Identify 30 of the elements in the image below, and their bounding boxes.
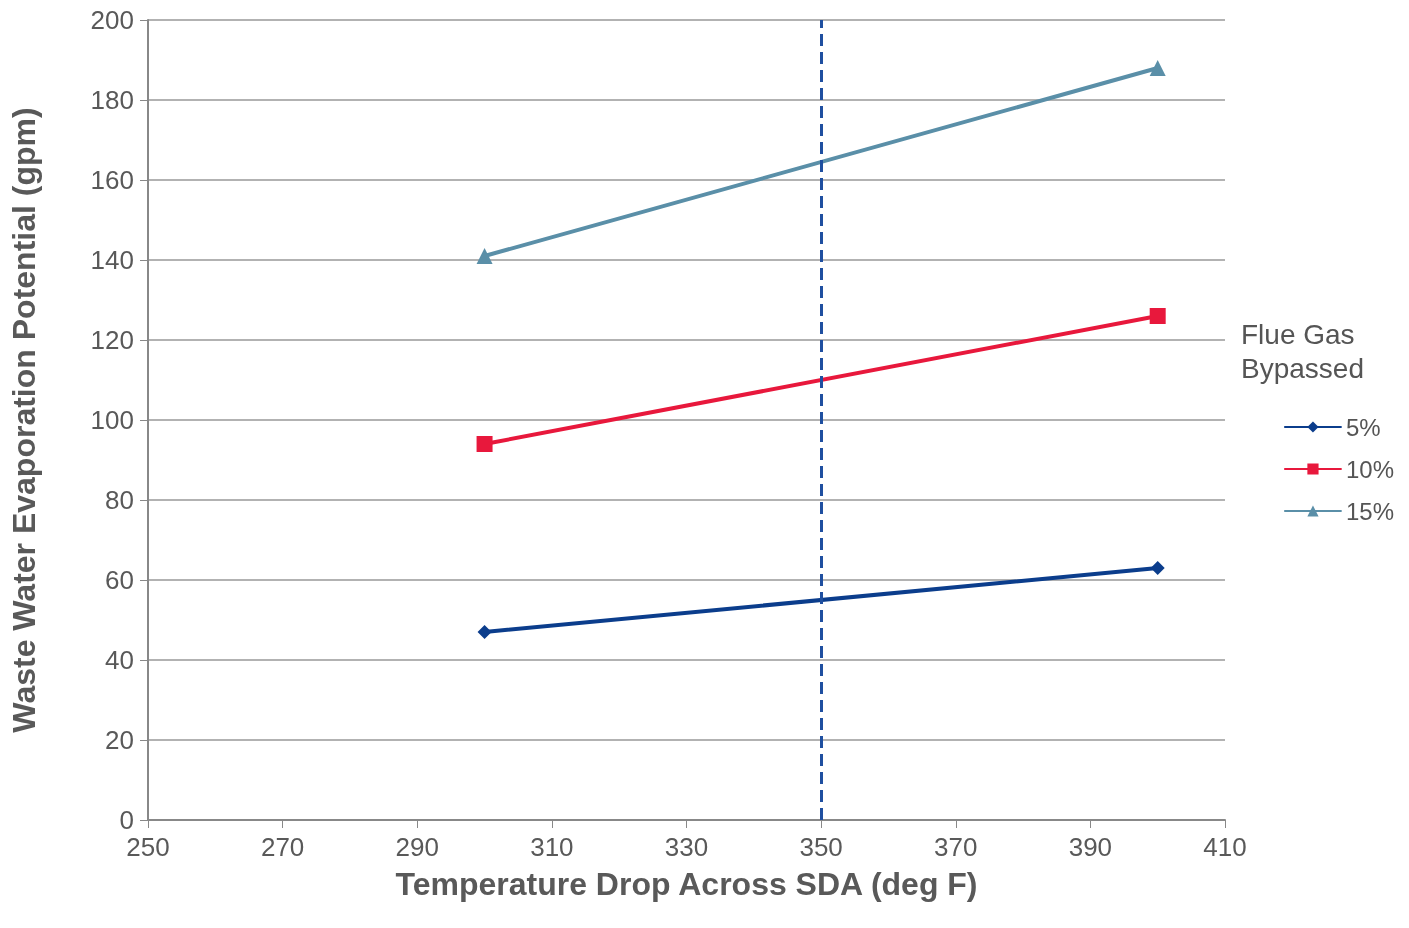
y-tick-label: 20 (105, 725, 134, 755)
y-tick-label: 80 (105, 485, 134, 515)
point (477, 625, 492, 639)
y-tick-label: 0 (119, 805, 134, 835)
x-tick-label: 310 (530, 832, 574, 862)
x-tick-label: 250 (126, 832, 170, 862)
point (1149, 308, 1166, 324)
point (476, 436, 493, 452)
x-tick-label: 410 (1203, 832, 1247, 862)
x-tick-label: 290 (395, 832, 439, 862)
y-tick-label: 200 (90, 5, 134, 35)
legend-label: 15% (1345, 497, 1395, 525)
y-tick-label: 100 (90, 405, 134, 435)
y-tick-label: 60 (105, 565, 134, 595)
legend-label: 5% (1345, 413, 1381, 441)
point (1150, 561, 1165, 575)
legend-title: Flue Gas Bypassed (1241, 318, 1364, 384)
x-tick-label: 270 (260, 832, 305, 862)
y-tick-label: 140 (90, 245, 134, 275)
y-tick-label: 180 (90, 85, 134, 115)
y-tick-label: 120 (90, 325, 134, 355)
y-axis-title: Waste Water Evaporation Potential (gpm) (6, 107, 42, 733)
x-tick-label: 370 (934, 832, 978, 862)
x-tick-label: 390 (1068, 832, 1113, 862)
x-axis-title: Temperature Drop Across SDA (deg F) (395, 866, 978, 902)
legend-label: 10% (1345, 455, 1395, 483)
x-tick-label: 330 (664, 832, 709, 862)
y-tick-label: 160 (90, 165, 134, 195)
x-tick-label: 350 (799, 832, 843, 862)
y-tick-label: 40 (105, 645, 134, 675)
